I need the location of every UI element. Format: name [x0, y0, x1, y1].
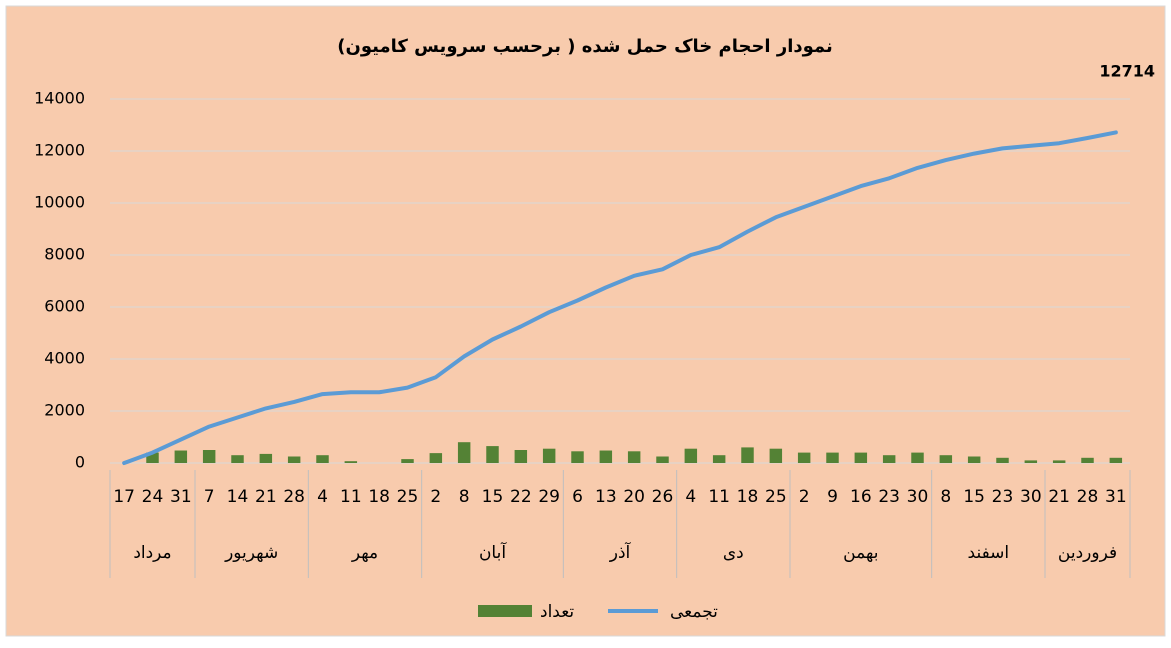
bar	[656, 456, 669, 463]
bar	[457, 442, 471, 463]
group-label: مهر	[351, 543, 378, 563]
bar	[174, 450, 188, 463]
x-tick-label: 24	[142, 487, 164, 507]
bar	[1052, 460, 1066, 463]
x-tick-label: 29	[538, 487, 560, 507]
y-tick-label: 4000	[44, 349, 85, 368]
bar	[1024, 460, 1038, 463]
group-label: فروردین	[1058, 543, 1117, 563]
legend-label: تعداد	[540, 602, 574, 622]
bar	[202, 450, 216, 463]
y-tick-label: 8000	[44, 245, 85, 264]
bar	[684, 448, 698, 463]
x-tick-label: 26	[652, 487, 674, 507]
group-label: شهریور	[224, 543, 278, 563]
y-tick-label: 2000	[44, 401, 85, 420]
x-tick-label: 13	[595, 487, 617, 507]
x-tick-label: 25	[765, 487, 787, 507]
group-label: آبان	[479, 541, 507, 563]
bar	[1081, 457, 1094, 463]
bar	[741, 447, 754, 463]
legend-label: تجمعی	[670, 602, 718, 622]
x-tick-label: 20	[623, 487, 645, 507]
x-tick-label: 18	[737, 487, 759, 507]
bar	[542, 448, 556, 463]
bar	[599, 450, 613, 463]
y-tick-label: 10000	[34, 193, 85, 212]
bar	[712, 455, 726, 463]
x-tick-label: 8	[459, 487, 470, 507]
x-tick-label: 28	[1077, 487, 1099, 507]
x-tick-label: 11	[340, 487, 362, 507]
x-tick-label: 17	[113, 487, 135, 507]
x-tick-label: 25	[397, 487, 419, 507]
bar	[486, 446, 499, 463]
x-tick-label: 4	[685, 487, 696, 507]
group-label: آذر	[609, 541, 632, 563]
x-tick-label: 2	[799, 487, 810, 507]
y-tick-label: 14000	[34, 89, 85, 108]
annotation: 12714	[1099, 62, 1155, 81]
group-label: بهمن	[843, 543, 878, 563]
bar	[854, 452, 868, 463]
bar	[287, 456, 301, 463]
x-tick-label: 18	[368, 487, 390, 507]
x-tick-label: 6	[572, 487, 583, 507]
bar	[911, 452, 924, 463]
x-tick-label: 14	[227, 487, 249, 507]
x-tick-label: 23	[878, 487, 900, 507]
group-label: دی	[723, 543, 744, 563]
x-tick-label: 21	[1048, 487, 1070, 507]
chart-title: نمودار احجام خاک حمل شده ( برحسب سرویس ک…	[337, 36, 832, 57]
x-tick-label: 9	[827, 487, 838, 507]
bar	[769, 448, 783, 463]
x-tick-label: 31	[170, 487, 192, 507]
bar	[826, 452, 839, 463]
y-tick-label: 12000	[34, 141, 85, 160]
bar	[231, 455, 244, 463]
x-tick-label: 15	[963, 487, 985, 507]
bar	[1109, 457, 1123, 463]
x-tick-label: 21	[255, 487, 277, 507]
x-tick-label: 31	[1105, 487, 1127, 507]
bar	[316, 455, 329, 463]
bar	[571, 451, 584, 463]
bar	[401, 459, 414, 463]
x-tick-label: 7	[204, 487, 215, 507]
x-tick-label: 23	[992, 487, 1014, 507]
bar	[627, 451, 641, 463]
bar	[146, 452, 159, 463]
x-tick-label: 15	[482, 487, 504, 507]
bar	[967, 456, 981, 463]
y-tick-label: 6000	[44, 297, 85, 316]
bar	[797, 452, 811, 463]
x-tick-label: 4	[317, 487, 328, 507]
x-tick-label: 11	[708, 487, 730, 507]
x-tick-label: 30	[1020, 487, 1042, 507]
legend-swatch	[478, 605, 532, 617]
x-tick-label: 30	[907, 487, 929, 507]
chart-background	[5, 5, 1166, 637]
x-tick-label: 22	[510, 487, 532, 507]
x-tick-label: 28	[283, 487, 305, 507]
bar	[996, 457, 1009, 463]
bar	[514, 450, 528, 463]
bar	[939, 455, 953, 463]
bar	[344, 461, 358, 463]
group-label: مرداد	[133, 543, 171, 563]
line	[122, 130, 1118, 465]
y-tick-label: 0	[75, 453, 85, 472]
bar	[429, 453, 443, 463]
x-tick-label: 8	[940, 487, 951, 507]
x-tick-label: 2	[430, 487, 441, 507]
group-label: اسفند	[968, 543, 1010, 563]
bar	[882, 455, 896, 463]
bar	[259, 453, 273, 463]
x-tick-label: 16	[850, 487, 872, 507]
